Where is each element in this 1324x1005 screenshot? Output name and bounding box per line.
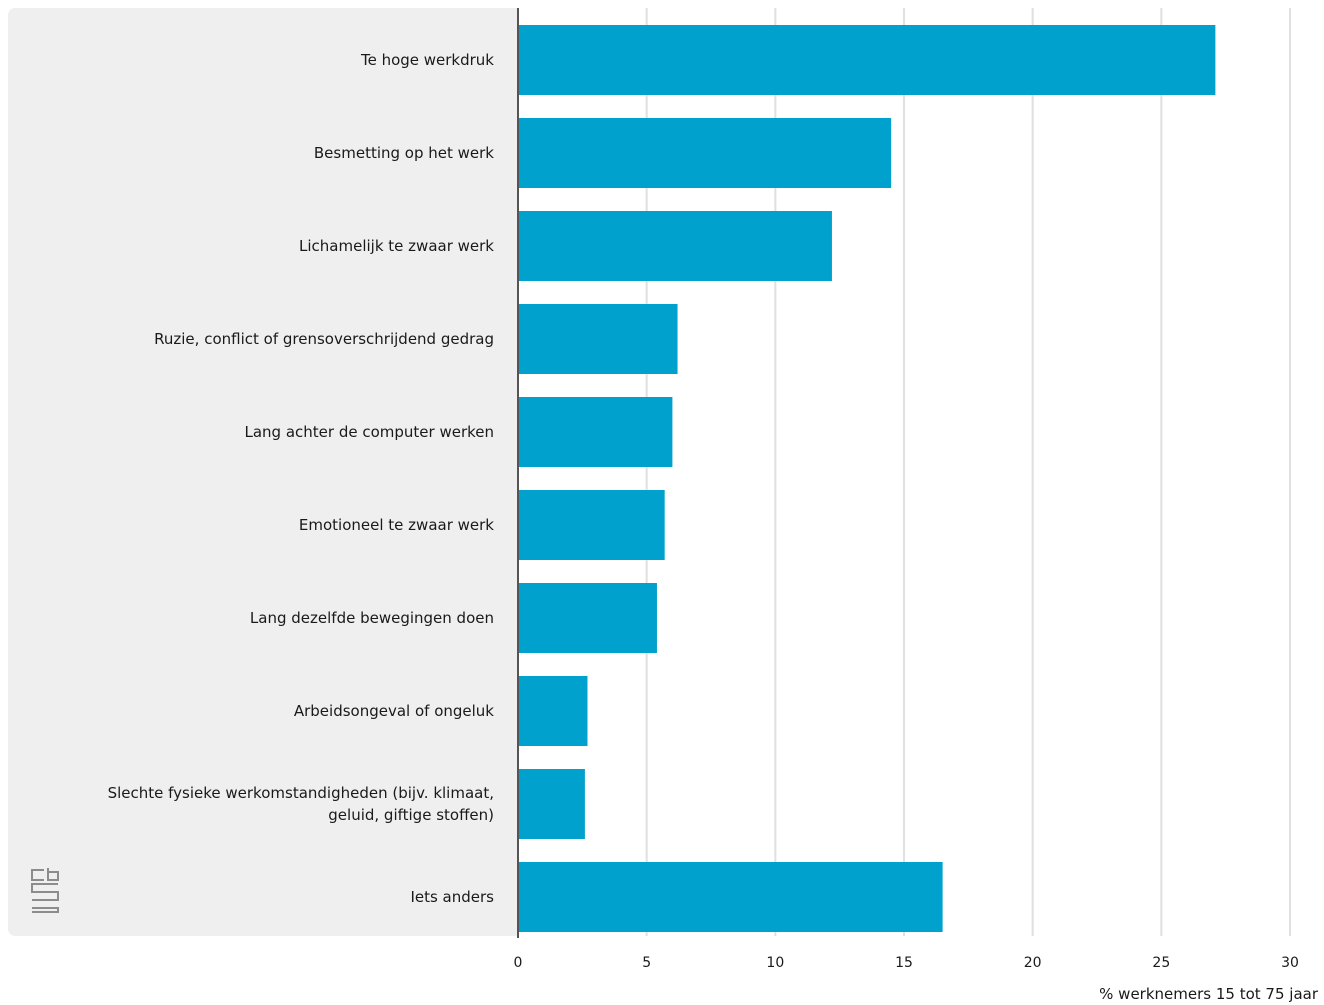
bar: [518, 211, 832, 281]
category-label: Besmetting op het werk: [314, 144, 494, 162]
bar: [518, 304, 678, 374]
category-label: geluid, giftige stoffen): [328, 806, 494, 824]
bar: [518, 769, 585, 839]
grid-lines: [645, 8, 1291, 936]
x-tick-label: 20: [1024, 955, 1042, 971]
category-label: Ruzie, conflict of grensoverschrijdend g…: [154, 330, 494, 348]
label-panel: [8, 8, 518, 936]
x-tick-label: 15: [895, 955, 913, 971]
bar: [518, 490, 665, 560]
bar: [518, 676, 588, 746]
x-tick-labels: 0 5 10 15 20 25 30: [514, 955, 1299, 971]
bar: [518, 25, 1216, 95]
x-tick-label: 5: [642, 955, 651, 971]
x-tick-label: 30: [1281, 955, 1299, 971]
category-label: Lichamelijk te zwaar werk: [299, 237, 494, 255]
category-label: Lang dezelfde bewegingen doen: [250, 609, 494, 627]
bar: [518, 118, 892, 188]
category-label: Emotioneel te zwaar werk: [299, 516, 494, 534]
category-label: Slechte fysieke werkomstandigheden (bijv…: [108, 784, 494, 802]
category-label: Lang achter de computer werken: [244, 423, 494, 441]
bar: [518, 862, 943, 932]
x-tick-label: 0: [514, 955, 523, 971]
x-tick-label: 10: [766, 955, 784, 971]
bars: [518, 25, 1216, 932]
category-labels: Te hoge werkdruk Besmetting op het werk Li…: [108, 51, 495, 906]
cbs-logo-icon: [31, 868, 59, 913]
category-label: Iets anders: [410, 888, 494, 906]
bar: [518, 583, 657, 653]
x-tick-label: 25: [1152, 955, 1170, 971]
bar: [518, 397, 673, 467]
category-label: Te hoge werkdruk: [360, 51, 494, 69]
x-axis-title: % werknemers 15 tot 75 jaar: [1099, 985, 1319, 1003]
category-label: Arbeidsongeval of ongeluk: [294, 702, 494, 720]
